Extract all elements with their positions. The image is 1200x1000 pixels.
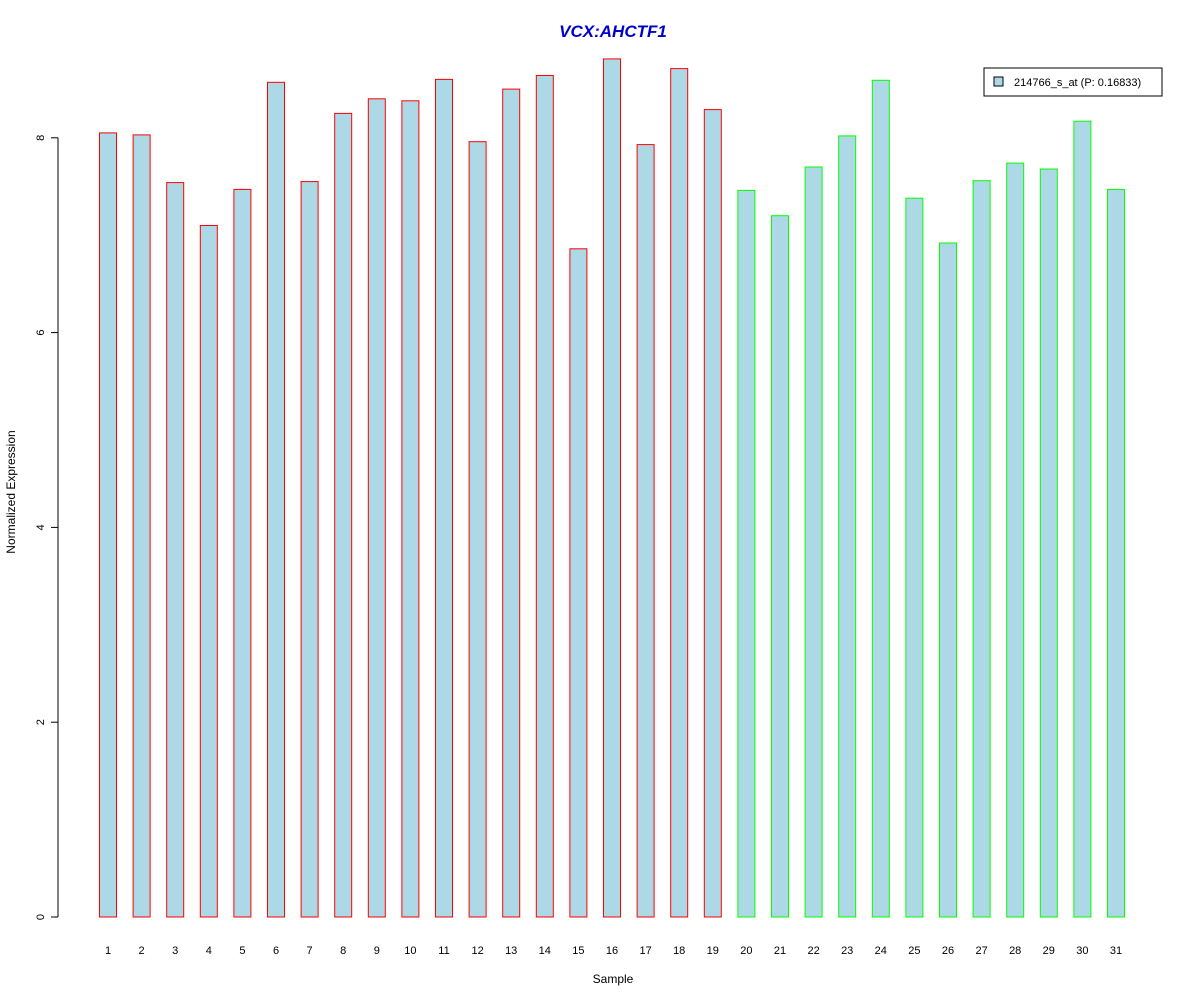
x-tick-label: 26	[942, 945, 954, 957]
x-tick-label: 9	[374, 945, 380, 957]
bar	[401, 100, 420, 918]
bar	[1039, 168, 1058, 918]
x-tick-label: 13	[505, 945, 517, 957]
bar	[603, 58, 621, 918]
bar	[939, 242, 957, 918]
bar	[267, 81, 285, 918]
bar	[300, 181, 319, 918]
bar	[804, 166, 823, 918]
x-tick-label: 15	[572, 945, 584, 957]
bar	[502, 88, 521, 918]
x-tick-label: 25	[908, 945, 920, 957]
x-tick-label: 30	[1076, 945, 1088, 957]
bar	[367, 98, 386, 918]
x-tick-label: 18	[673, 945, 685, 957]
bars	[99, 58, 1125, 918]
x-tick-label: 29	[1043, 945, 1055, 957]
x-tick-label: 1	[105, 945, 111, 957]
y-tick-label: 6	[35, 330, 47, 336]
bar	[737, 189, 756, 918]
x-tick-labels: 1 2 3 4 5 6 7 8 9 10 11 12 13 14 15 16 17 18 19 20 21 22 23 24 2…	[105, 945, 1122, 957]
x-tick-label: 17	[639, 945, 651, 957]
bar	[972, 180, 991, 918]
bar	[435, 78, 453, 918]
x-tick-label: 23	[841, 945, 853, 957]
bar	[535, 75, 554, 918]
legend-label: 214766_s_at (P: 0.16833)	[1014, 77, 1141, 89]
legend-swatch	[993, 76, 1004, 87]
bar	[636, 144, 655, 918]
y-axis-label: Normalized Expression	[4, 430, 18, 553]
x-tick-label: 20	[740, 945, 752, 957]
x-tick-label: 11	[438, 945, 449, 957]
x-tick-label: 7	[307, 945, 313, 957]
bar	[1073, 120, 1092, 918]
x-tick-label: 19	[707, 945, 719, 957]
y-tick-label: 8	[35, 135, 47, 141]
x-tick-label: 21	[774, 945, 786, 957]
x-tick-label: 3	[172, 945, 178, 957]
bar	[905, 197, 924, 918]
bar	[771, 215, 789, 918]
x-tick-label: 14	[539, 945, 551, 957]
x-tick-label: 8	[340, 945, 346, 957]
bar	[703, 109, 722, 918]
x-tick-label: 2	[139, 945, 145, 957]
bar	[1006, 162, 1025, 918]
x-tick-label: 22	[807, 945, 819, 957]
x-tick-label: 24	[875, 945, 887, 957]
bar	[132, 134, 151, 918]
x-tick-label: 4	[206, 945, 212, 957]
x-tick-label: 6	[273, 945, 279, 957]
chart-title: VCX:AHCTF1	[559, 22, 667, 41]
bar	[468, 141, 487, 918]
bar	[871, 79, 890, 918]
x-tick-label: 10	[404, 945, 416, 957]
x-tick-label: 28	[1009, 945, 1021, 957]
y-tick-label: 0	[35, 914, 47, 920]
bar	[334, 112, 353, 918]
y-tick-label: 4	[35, 524, 47, 530]
bar	[166, 182, 185, 918]
bar	[569, 248, 588, 918]
bar	[99, 132, 117, 918]
legend-box	[983, 67, 1163, 97]
bar	[838, 135, 857, 918]
x-tick-label: 31	[1110, 945, 1122, 957]
bar	[1107, 188, 1125, 918]
y-tick-label: 2	[35, 719, 47, 725]
x-tick-label: 16	[606, 945, 618, 957]
x-tick-label: 12	[471, 945, 483, 957]
x-axis-label: Sample	[593, 972, 634, 986]
bar	[199, 225, 218, 918]
x-tick-label: 5	[239, 945, 245, 957]
y-axis: 0 2 4 6 8	[35, 135, 59, 920]
legend: 214766_s_at (P: 0.16833)	[983, 67, 1163, 97]
bar	[670, 68, 689, 918]
x-tick-label: 27	[975, 945, 987, 957]
bar	[233, 188, 252, 918]
